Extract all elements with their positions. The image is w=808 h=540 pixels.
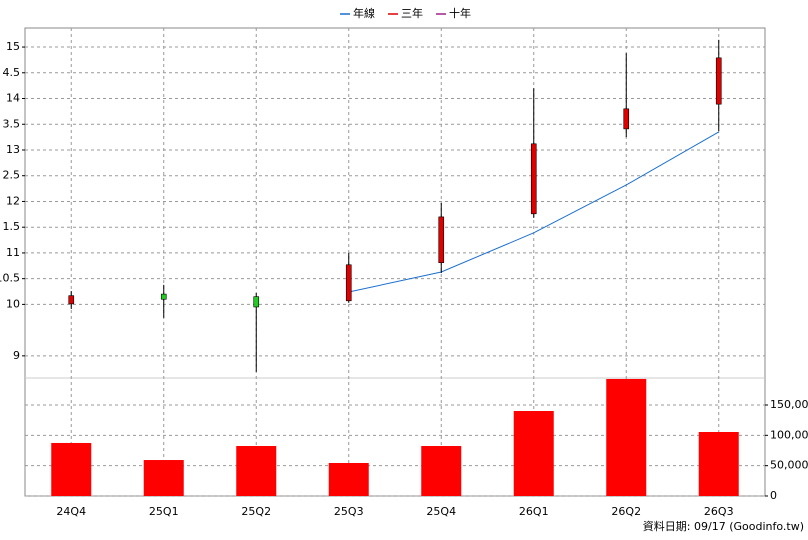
volume-bar — [51, 442, 92, 496]
y-tick-label: 3.5 — [3, 117, 21, 130]
candle-body — [623, 108, 630, 130]
x-tick-label: 26Q2 — [611, 505, 641, 518]
legend-label: 年線 — [353, 6, 375, 20]
y-tick-label: 11 — [6, 246, 20, 259]
y-tick-label: 9 — [13, 349, 20, 362]
candle-body — [530, 143, 537, 215]
volume-bar — [143, 460, 184, 496]
y-tick-label: 1.5 — [3, 220, 21, 233]
x-tick-label: 25Q2 — [241, 505, 271, 518]
volume-bar — [698, 431, 739, 496]
x-tick-label: 26Q1 — [519, 505, 549, 518]
y-tick-label: 13 — [6, 143, 20, 156]
x-tick-label: 24Q4 — [56, 505, 86, 518]
volume-bar — [606, 378, 647, 496]
y-tick-label: 4.5 — [3, 66, 21, 79]
legend-label: 十年 — [449, 6, 471, 20]
volume-bar — [328, 462, 369, 496]
legend-label: 三年 — [401, 6, 423, 20]
y-tick-label: 10 — [6, 297, 20, 310]
y-tick-label: 14 — [6, 92, 20, 105]
x-tick-label: 25Q1 — [149, 505, 179, 518]
y2-tick-label: 150,000 — [770, 398, 808, 411]
y-tick-label: 15 — [6, 40, 20, 53]
x-tick-label: 26Q3 — [704, 505, 734, 518]
y-tick-label: 2.5 — [3, 169, 21, 182]
y2-tick-label: 0 — [770, 489, 777, 502]
volume-bar — [421, 446, 462, 496]
y2-tick-label: 50,000 — [770, 459, 808, 472]
y-tick-label: 10.5 — [0, 272, 20, 285]
candle-body — [68, 295, 75, 305]
candle-body — [160, 293, 167, 300]
x-tick-label: 25Q4 — [426, 505, 456, 518]
x-tick-label: 25Q3 — [334, 505, 364, 518]
volume-bar — [236, 446, 277, 496]
candle-body — [345, 264, 352, 302]
candle-body — [438, 216, 445, 264]
y-tick-label: 12 — [6, 194, 20, 207]
footer-note: 資料日期: 09/17 (Goodinfo.tw) — [643, 519, 804, 533]
candle-body — [715, 57, 722, 105]
candle-body — [253, 296, 260, 308]
line-series — [348, 131, 719, 293]
volume-bar — [513, 411, 554, 496]
y2-tick-label: 100,000 — [770, 428, 808, 441]
